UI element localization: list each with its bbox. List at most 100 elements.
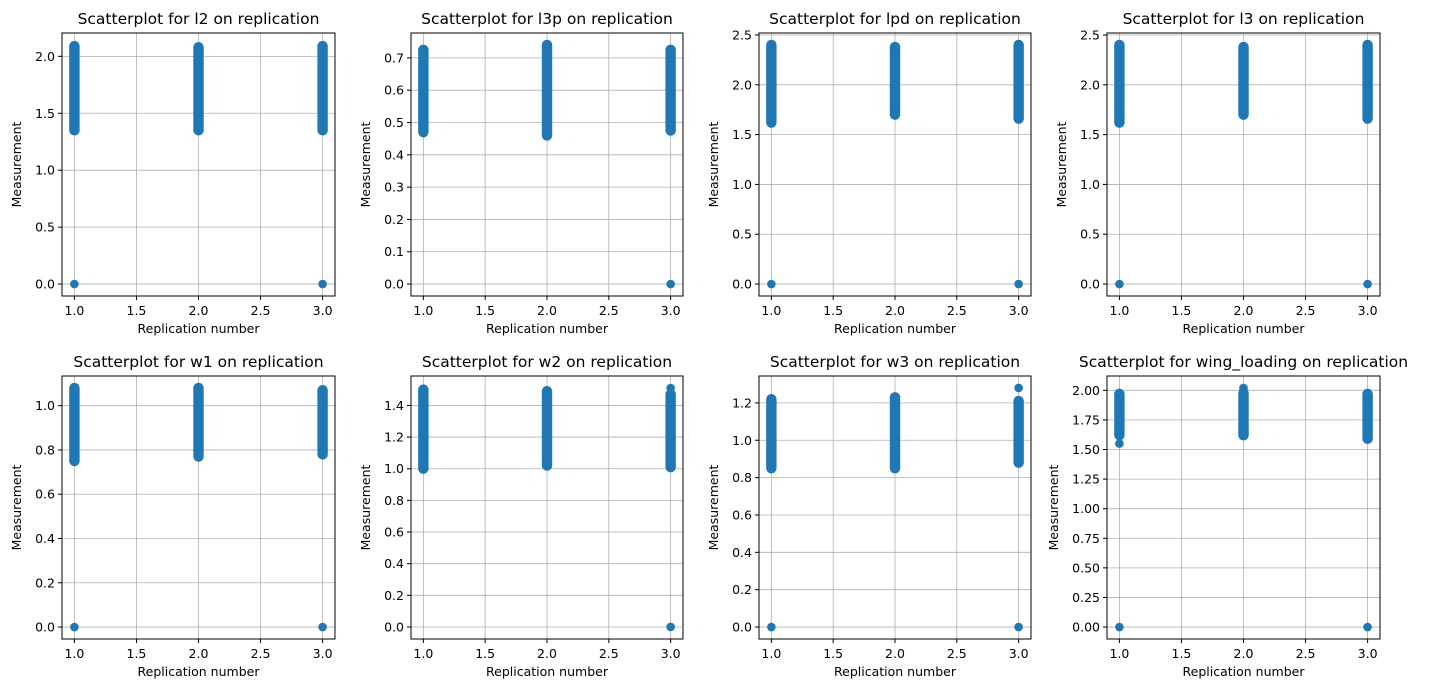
point-cluster-top: [193, 42, 204, 53]
point-cluster: [418, 384, 429, 474]
x-tick-label: 1.0: [761, 646, 781, 661]
point-cluster: [541, 385, 553, 471]
y-tick-label: 2.5: [1080, 27, 1100, 42]
point-cluster: [193, 42, 204, 136]
x-axis-label: Replication number: [138, 321, 261, 336]
y-tick-label: 2.00: [1072, 383, 1100, 398]
point-cluster-body: [418, 389, 429, 469]
x-tick-label: 2.5: [251, 646, 271, 661]
x-tick-label: 1.0: [64, 646, 84, 661]
point-cluster-top: [1362, 388, 1373, 400]
point-cluster-top: [1013, 39, 1024, 51]
point-cluster-body: [1013, 44, 1024, 119]
point-cluster: [889, 392, 901, 474]
point-cluster: [418, 44, 429, 138]
data-point: [666, 622, 675, 632]
y-tick-label: 0.25: [1072, 590, 1100, 605]
y-tick-label: 0.8: [732, 470, 752, 485]
y-tick-label: 0.8: [35, 442, 55, 457]
point-cluster-bottom: [766, 117, 777, 128]
data-point: [1115, 622, 1124, 632]
point-cluster-top: [317, 40, 328, 52]
point-cluster-bottom: [1114, 430, 1125, 441]
y-tick-label: 0.5: [384, 115, 404, 130]
y-tick-label: 1.75: [1072, 412, 1100, 427]
y-tick-label: 0.6: [732, 507, 752, 522]
point-cluster-body: [1362, 44, 1373, 119]
point-cluster-body: [69, 46, 80, 131]
data-point: [1363, 279, 1372, 289]
x-tick-label: 2.0: [885, 303, 905, 318]
point-cluster-bottom: [889, 463, 901, 474]
x-tick-label: 1.0: [413, 646, 433, 661]
x-tick-label: 1.0: [1109, 303, 1129, 318]
y-tick-label: 0.6: [35, 487, 55, 502]
x-tick-label: 3.0: [1358, 646, 1378, 661]
point-cluster: [889, 41, 901, 120]
y-tick-label: 2.0: [35, 49, 55, 64]
x-tick-label: 1.5: [1172, 646, 1192, 661]
point-cluster-body: [541, 44, 553, 136]
point-cluster-body: [317, 46, 328, 131]
y-tick-label: 0.00: [1072, 620, 1100, 635]
y-axis-label: Measurement: [706, 464, 721, 550]
y-tick-label: 0.4: [384, 556, 404, 571]
point-cluster: [69, 382, 80, 467]
x-tick-label: 2.5: [599, 646, 619, 661]
subplot-title: Scatterplot for w2 on replication: [422, 353, 672, 371]
y-tick-label: 1.2: [384, 430, 404, 445]
y-tick-label: 0.2: [384, 212, 404, 227]
point-cluster-top: [1238, 41, 1249, 53]
point-cluster-bottom: [766, 463, 777, 474]
point-cluster: [766, 39, 777, 128]
point-cluster-top: [1114, 39, 1125, 51]
point-cluster-body: [418, 49, 429, 133]
point-cluster-bottom: [69, 455, 80, 467]
point-cluster-body: [193, 47, 204, 131]
subplot-5: 1.0 1.5 2.0 2.5 3.0 0.0 0.2 0.4 0.6 0.8 1.0 Scatter…: [9, 353, 336, 679]
subplot-8: 1.0 1.5 2.0 2.5 3.0 0.00 0.25 0.50 0.75 1.00 1.25 1…: [1046, 353, 1408, 679]
y-tick-label: 0.2: [384, 588, 404, 603]
point-cluster-body: [889, 46, 901, 115]
data-point: [1014, 383, 1023, 393]
point-cluster-top: [418, 44, 429, 56]
point-cluster-bottom: [317, 449, 328, 460]
y-tick-label: 2.0: [732, 77, 752, 92]
point-cluster-body: [766, 399, 777, 469]
y-tick-label: 0.0: [35, 277, 55, 292]
y-tick-label: 0.0: [384, 619, 404, 634]
y-tick-label: 0.0: [732, 277, 752, 292]
data-point: [1115, 279, 1124, 289]
point-cluster-body: [541, 391, 553, 466]
y-tick-label: 1.5: [732, 127, 752, 142]
point-cluster-bottom: [418, 126, 429, 138]
x-axis-label: Replication number: [1183, 664, 1306, 679]
x-tick-label: 2.0: [1234, 646, 1254, 661]
x-tick-label: 3.0: [313, 646, 333, 661]
point-cluster-top: [665, 389, 676, 400]
x-tick-label: 1.0: [761, 303, 781, 318]
x-tick-label: 2.0: [537, 303, 557, 318]
x-tick-label: 2.5: [1296, 646, 1316, 661]
point-cluster-bottom: [1013, 113, 1024, 124]
y-axis-label: Measurement: [1046, 464, 1061, 550]
y-tick-label: 0.6: [384, 83, 404, 98]
y-tick-label: 0.0: [384, 277, 404, 292]
x-tick-label: 1.0: [64, 303, 84, 318]
x-tick-label: 3.0: [661, 646, 681, 661]
data-point: [1363, 622, 1372, 632]
y-tick-label: 0.2: [732, 582, 752, 597]
point-cluster-body: [889, 397, 901, 469]
y-tick-label: 0.2: [35, 575, 55, 590]
x-tick-label: 1.5: [823, 646, 843, 661]
y-tick-label: 0.6: [384, 525, 404, 540]
subplot-1: 1.0 1.5 2.0 2.5 3.0 0.0 0.5 1.0 1.5 2.0 Scatterplo…: [9, 10, 336, 336]
y-tick-label: 0.4: [732, 545, 752, 560]
y-tick-label: 1.0: [35, 398, 55, 413]
x-tick-label: 1.5: [1172, 303, 1192, 318]
x-tick-label: 1.5: [823, 303, 843, 318]
data-point: [318, 279, 327, 289]
point-cluster-top: [193, 382, 204, 394]
data-point: [70, 279, 79, 289]
y-tick-label: 0.75: [1072, 531, 1100, 546]
